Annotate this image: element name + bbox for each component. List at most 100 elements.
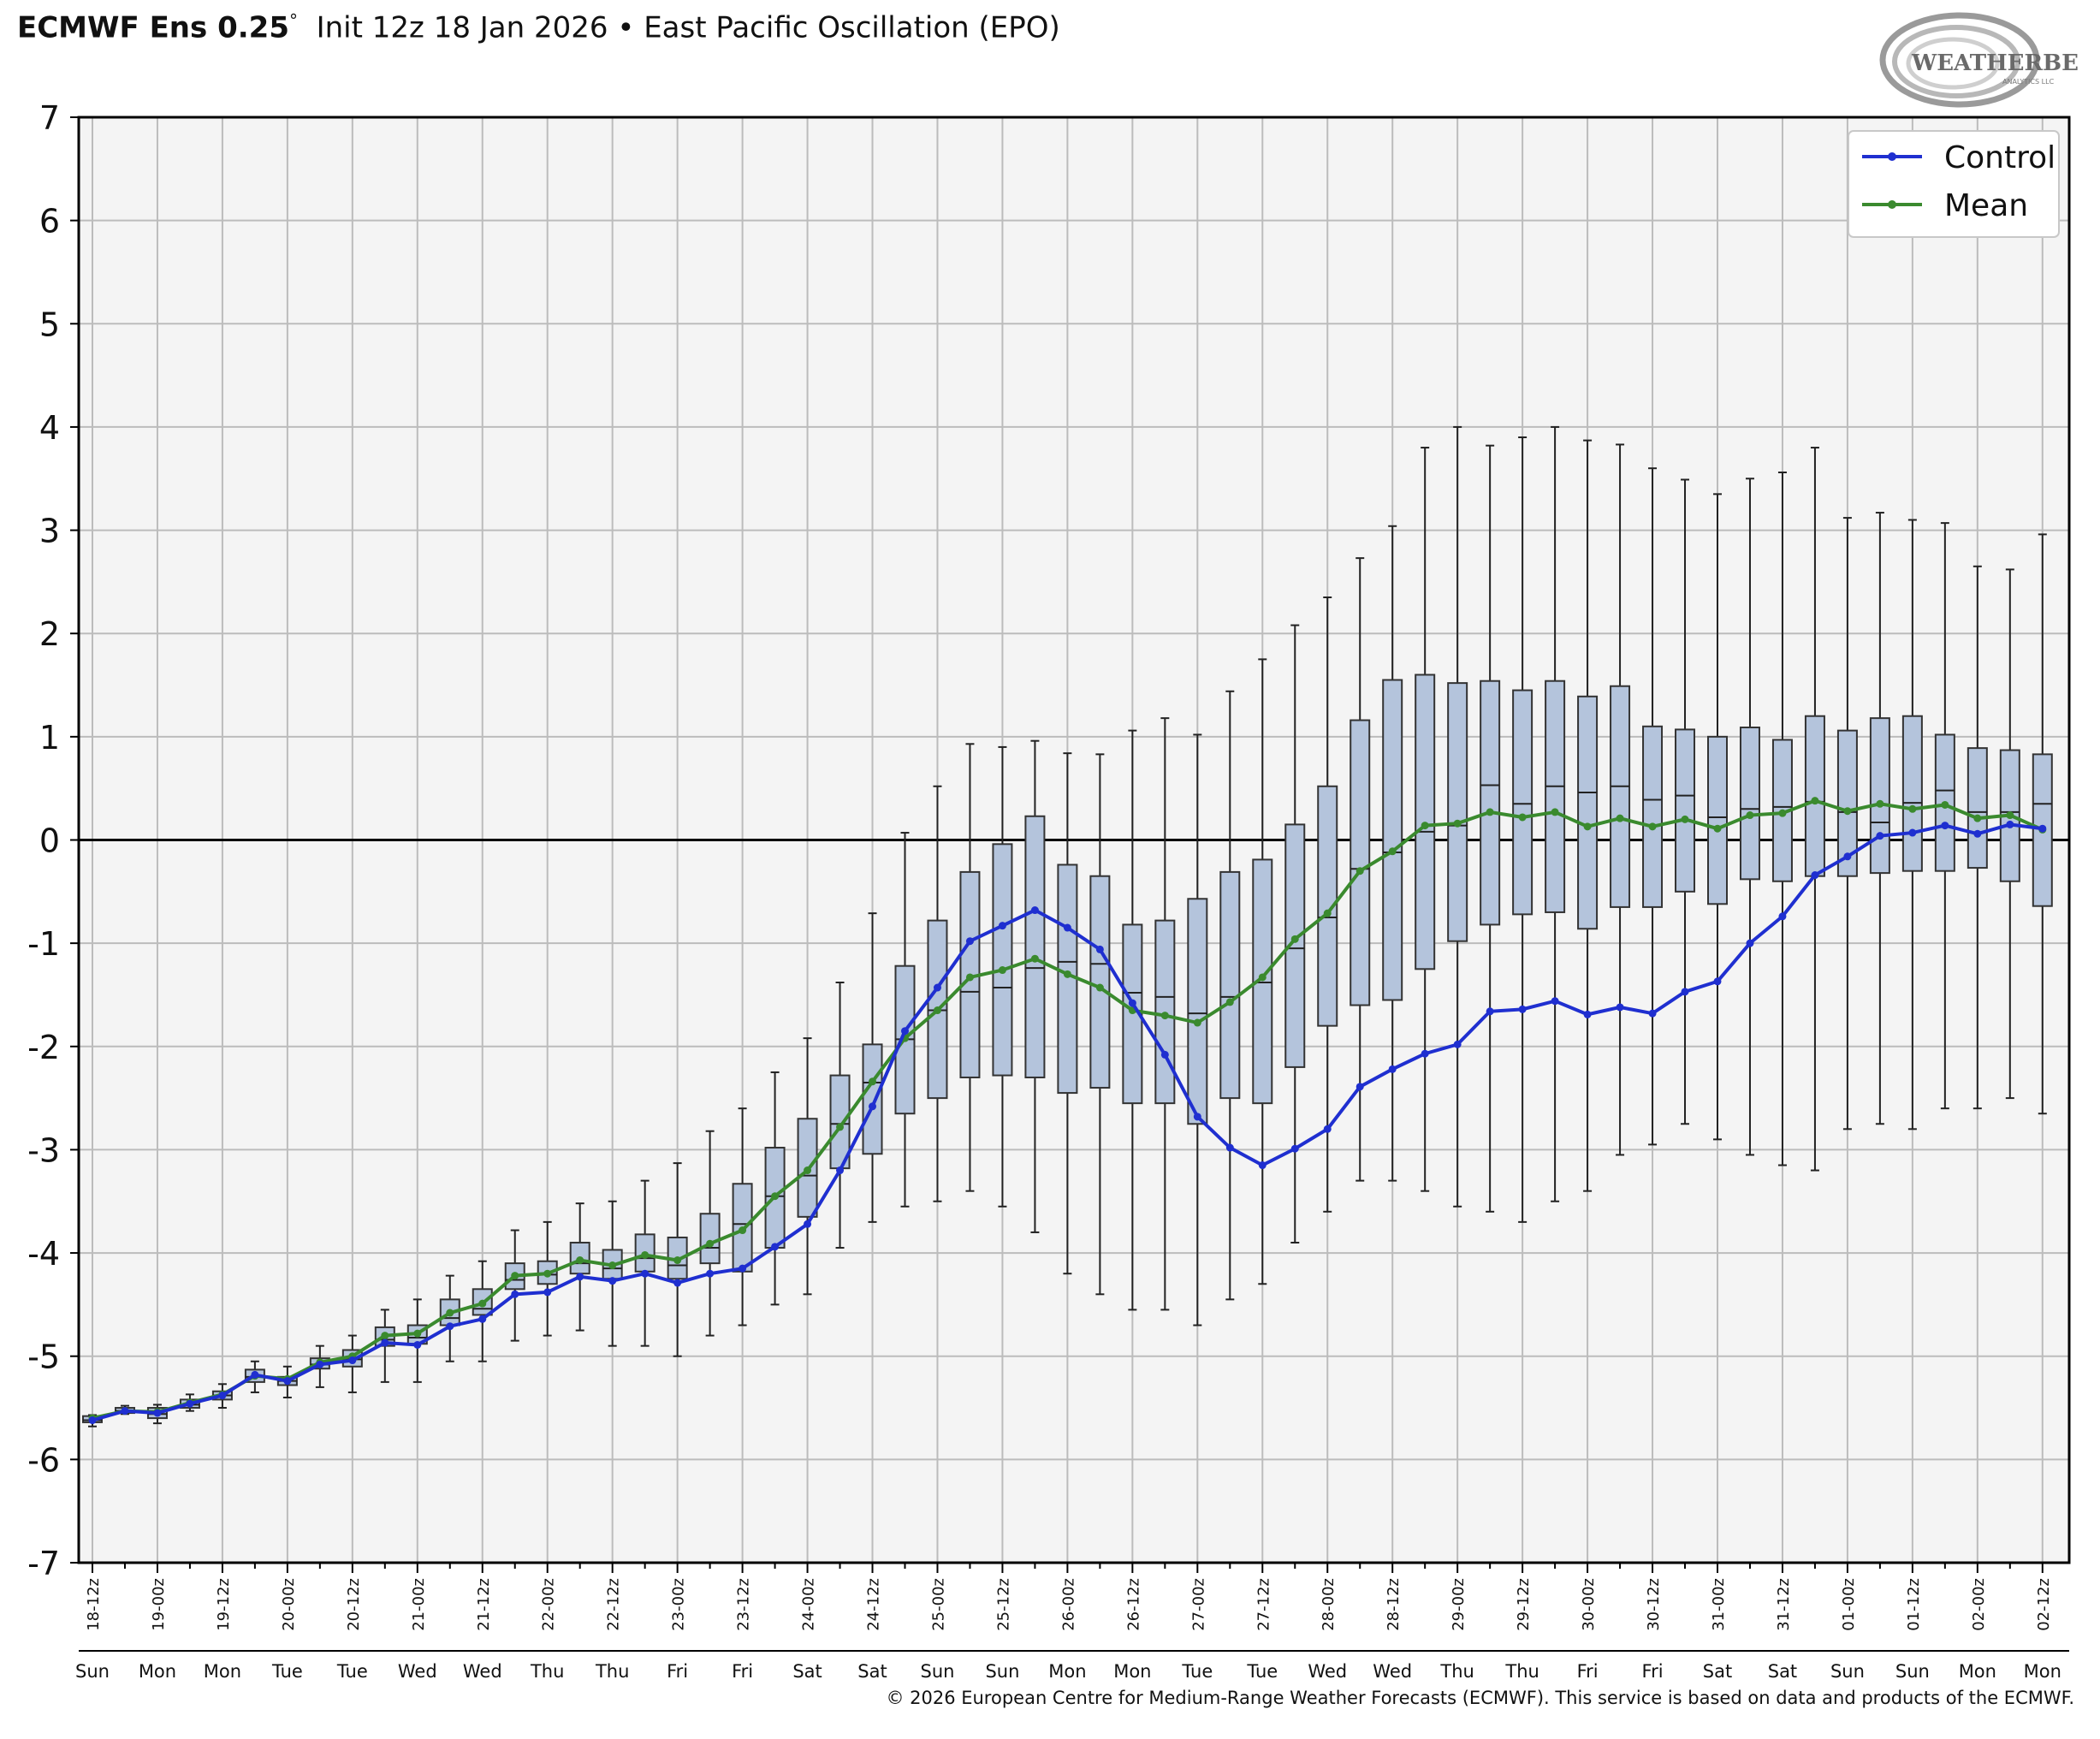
mean-point bbox=[446, 1309, 454, 1317]
x-time-label: 19-12z bbox=[215, 1578, 233, 1631]
mean-point bbox=[1616, 814, 1624, 822]
iqr-box bbox=[1804, 715, 1825, 877]
control-point bbox=[1843, 852, 1852, 861]
x-time-label: 23-12z bbox=[735, 1578, 753, 1631]
mean-point bbox=[1746, 811, 1754, 820]
ensemble-box bbox=[1350, 557, 1371, 1182]
mean-point bbox=[1258, 973, 1267, 982]
x-day-label: Thu bbox=[530, 1661, 564, 1682]
y-tick-label: 6 bbox=[39, 203, 60, 240]
control-point bbox=[706, 1269, 715, 1278]
control-point bbox=[283, 1377, 292, 1386]
control-point bbox=[478, 1315, 487, 1323]
control-point bbox=[1551, 997, 1559, 1006]
mean-point bbox=[1518, 813, 1527, 822]
mean-point bbox=[1388, 847, 1397, 856]
mean-point bbox=[543, 1269, 552, 1278]
control-point bbox=[1225, 1143, 1234, 1152]
control-point bbox=[1290, 1144, 1299, 1153]
control-point bbox=[1128, 999, 1136, 1007]
ensemble-box bbox=[2032, 533, 2053, 1115]
y-tick-label: -2 bbox=[27, 1029, 60, 1066]
x-time-label: 27-12z bbox=[1255, 1578, 1272, 1631]
iqr-box bbox=[699, 1213, 721, 1265]
y-tick-label: 3 bbox=[39, 513, 60, 550]
mean-point bbox=[2006, 811, 2014, 820]
ensemble-box bbox=[1089, 753, 1111, 1296]
x-day-label: Mon bbox=[1113, 1661, 1151, 1682]
y-tick-label: 0 bbox=[39, 822, 60, 860]
ensemble-box bbox=[1284, 624, 1306, 1244]
iqr-box bbox=[1675, 728, 1696, 893]
x-day-label: Thu bbox=[1504, 1661, 1539, 1682]
ensemble-box bbox=[862, 912, 883, 1223]
x-day-label: Wed bbox=[463, 1661, 502, 1682]
mean-point bbox=[1486, 808, 1494, 816]
iqr-box bbox=[1089, 875, 1111, 1089]
y-tick-label: 4 bbox=[39, 409, 60, 447]
control-point bbox=[998, 922, 1006, 930]
control-point bbox=[1648, 1009, 1657, 1018]
iqr-box bbox=[862, 1043, 883, 1155]
control-point bbox=[1941, 822, 1949, 830]
x-time-label: 19-00z bbox=[150, 1578, 168, 1631]
x-time-label: 26-12z bbox=[1124, 1578, 1142, 1631]
x-time-label: 31-12z bbox=[1775, 1578, 1793, 1631]
mean-point bbox=[478, 1299, 487, 1308]
mean-point bbox=[965, 973, 974, 982]
legend-control-marker bbox=[1888, 152, 1896, 161]
mean-point bbox=[1973, 814, 1982, 822]
x-time-label: 02-12z bbox=[2035, 1578, 2053, 1631]
ensemble-box bbox=[1057, 752, 1078, 1275]
x-day-label: Mon bbox=[204, 1661, 241, 1682]
x-time-label: 25-12z bbox=[994, 1578, 1012, 1631]
mean-point bbox=[836, 1123, 845, 1131]
ensemble-box bbox=[1707, 493, 1728, 1141]
mean-point bbox=[1453, 819, 1462, 828]
control-point bbox=[153, 1409, 162, 1417]
control-point bbox=[933, 983, 941, 992]
x-day-label: Wed bbox=[1373, 1661, 1412, 1682]
x-time-label: 24-12z bbox=[865, 1578, 883, 1631]
y-tick-label: -4 bbox=[27, 1235, 60, 1273]
x-day-label: Thu bbox=[595, 1661, 629, 1682]
x-day-label: Sat bbox=[1768, 1661, 1797, 1682]
x-time-label: 31-00z bbox=[1710, 1578, 1728, 1631]
control-point bbox=[316, 1360, 324, 1368]
ensemble-box bbox=[1675, 478, 1696, 1125]
y-tick-label: -3 bbox=[27, 1131, 60, 1169]
logo-text: WEATHERBELL bbox=[1911, 50, 2079, 76]
mean-point bbox=[1941, 800, 1949, 809]
control-point bbox=[1778, 912, 1787, 921]
mean-point bbox=[1356, 867, 1364, 875]
x-time-label: 23-00z bbox=[670, 1578, 688, 1631]
y-tick-label: 7 bbox=[39, 99, 60, 137]
logo-subtext: ANALYTICS LLC bbox=[2002, 78, 2055, 86]
mean-point bbox=[381, 1332, 389, 1340]
legend-mean-marker bbox=[1888, 200, 1896, 209]
iqr-box bbox=[1317, 785, 1338, 1027]
y-tick-label: 1 bbox=[39, 719, 60, 757]
control-point bbox=[121, 1407, 129, 1416]
control-point bbox=[1616, 1003, 1624, 1012]
x-day-label: Fri bbox=[667, 1661, 688, 1682]
copyright-notice: © 2026 European Centre for Medium-Range … bbox=[886, 1688, 2074, 1708]
control-point bbox=[1063, 923, 1071, 932]
ensemble-box bbox=[1545, 425, 1566, 1202]
x-day-label: Sun bbox=[75, 1661, 110, 1682]
control-point bbox=[1160, 1050, 1169, 1059]
x-time-label: 24-00z bbox=[800, 1578, 818, 1631]
mean-point bbox=[998, 966, 1006, 975]
iqr-box bbox=[1739, 726, 1760, 881]
control-point bbox=[608, 1277, 617, 1285]
x-day-label: Sat bbox=[792, 1661, 822, 1682]
iqr-box bbox=[1836, 729, 1858, 877]
ensemble-box bbox=[602, 1200, 623, 1347]
x-time-label: 02-00z bbox=[1970, 1578, 1988, 1631]
iqr-box bbox=[1707, 735, 1728, 905]
ensemble-box bbox=[1219, 690, 1241, 1301]
ensemble-box bbox=[1836, 517, 1858, 1131]
control-point bbox=[1095, 945, 1104, 953]
x-day-label: Sun bbox=[1830, 1661, 1865, 1682]
control-point bbox=[446, 1322, 454, 1331]
